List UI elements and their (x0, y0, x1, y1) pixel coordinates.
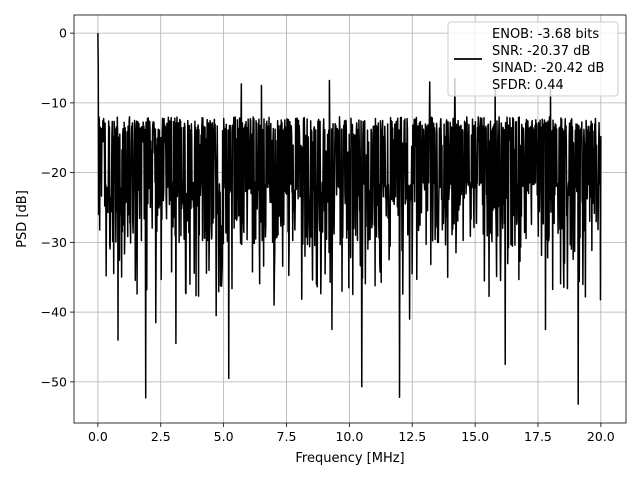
x-axis-label: Frequency [MHz] (295, 451, 404, 466)
legend-sinad: SINAD: -20.42 dB (492, 61, 604, 76)
axes-frame (73, 14, 627, 424)
x-tick-label: 10.0 (335, 429, 363, 444)
legend-snr: SNR: -20.37 dB (492, 44, 590, 59)
y-tick-label: −30 (41, 235, 67, 250)
x-tick-label: 15.0 (461, 429, 489, 444)
x-tick-label: 0.0 (88, 429, 108, 444)
legend-sfdr: SFDR: 0.44 (492, 78, 564, 93)
legend: ENOB: -3.68 bits SNR: -20.37 dB SINAD: -… (447, 21, 619, 97)
y-tick-label: −40 (41, 305, 67, 320)
x-tick-label: 20.0 (587, 429, 615, 444)
y-tick-label: 0 (59, 26, 67, 41)
ticks: 0.0 2.5 5.0 7.5 10.0 12.5 15.0 17.5 20.0 0 −10 −20 −… (41, 26, 615, 444)
x-tick-label: 17.5 (524, 429, 552, 444)
legend-enob: ENOB: -3.68 bits (492, 27, 599, 42)
psd-line (97, 33, 602, 405)
y-tick-label: −20 (41, 165, 67, 180)
y-tick-label: −50 (41, 374, 67, 389)
x-tick-label: 12.5 (398, 429, 426, 444)
y-tick-label: −10 (41, 95, 67, 110)
psd-series (97, 33, 602, 405)
x-tick-label: 5.0 (214, 429, 234, 444)
legend-box (447, 21, 619, 97)
y-axis-label: PSD [dB] (15, 190, 30, 248)
x-tick-label: 7.5 (277, 429, 297, 444)
x-tick-label: 2.5 (151, 429, 171, 444)
